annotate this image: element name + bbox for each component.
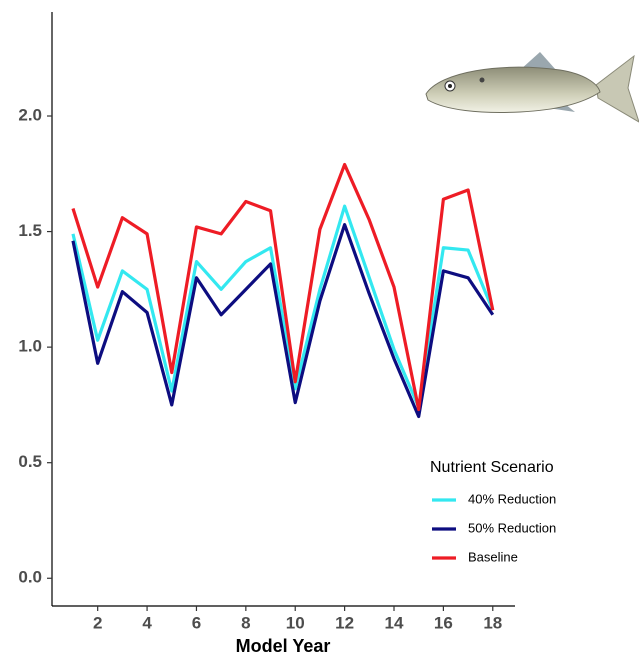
legend-label: 50% Reduction: [468, 520, 556, 535]
legend-title: Nutrient Scenario: [430, 459, 554, 476]
x-tick-label: 6: [192, 613, 201, 632]
x-tick-label: 18: [483, 613, 502, 632]
legend-label: 40% Reduction: [468, 491, 556, 506]
x-tick-label: 16: [434, 613, 453, 632]
x-tick-label: 14: [385, 613, 404, 632]
x-axis-title: Model Year: [236, 636, 331, 656]
x-tick-label: 10: [286, 613, 305, 632]
y-tick-label: 2.0: [18, 105, 42, 124]
fish-illustration: [426, 52, 639, 122]
chart: Model Year Nutrient Scenario 0.0 0.5 1.0 1.…: [0, 0, 639, 659]
y-tick-label: 1.5: [18, 221, 42, 240]
series-line: [73, 165, 493, 410]
legend-label: Baseline: [468, 549, 518, 564]
x-tick-label: 2: [93, 613, 102, 632]
y-tick-label: 0.5: [18, 452, 42, 471]
y-tick-label: 0.0: [18, 568, 42, 587]
x-tick-label: 8: [241, 613, 250, 632]
y-tick-label: 1.0: [18, 337, 42, 356]
x-tick-label: 4: [142, 613, 152, 632]
x-tick-label: 12: [335, 613, 354, 632]
